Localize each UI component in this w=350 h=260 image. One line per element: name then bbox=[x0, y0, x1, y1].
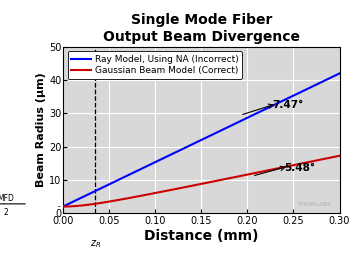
Text: 5.48°: 5.48° bbox=[284, 163, 315, 173]
Line: Ray Model, Using NA (Incorrect): Ray Model, Using NA (Incorrect) bbox=[63, 73, 340, 206]
Text: MFD: MFD bbox=[0, 193, 14, 203]
Ray Model, Using NA (Incorrect) bbox=[269, 105, 273, 108]
X-axis label: Distance (mm): Distance (mm) bbox=[144, 229, 259, 243]
Gaussian Beam Model (Correct) bbox=[186, 185, 190, 188]
Text: 2: 2 bbox=[4, 208, 8, 217]
Ray Model, Using NA (Incorrect) bbox=[224, 127, 228, 130]
Ray Model, Using NA (Incorrect) bbox=[246, 116, 250, 119]
Ray Model, Using NA (Incorrect) bbox=[132, 171, 136, 174]
Y-axis label: Beam Radius (μm): Beam Radius (μm) bbox=[36, 73, 47, 187]
Ray Model, Using NA (Incorrect) bbox=[337, 72, 342, 75]
Gaussian Beam Model (Correct) bbox=[110, 199, 114, 203]
Title: Single Mode Fiber
Output Beam Divergence: Single Mode Fiber Output Beam Divergence bbox=[103, 13, 300, 44]
Ray Model, Using NA (Incorrect) bbox=[61, 205, 65, 208]
Gaussian Beam Model (Correct) bbox=[132, 196, 136, 199]
Gaussian Beam Model (Correct) bbox=[224, 177, 228, 180]
Line: Gaussian Beam Model (Correct): Gaussian Beam Model (Correct) bbox=[63, 156, 340, 206]
Ray Model, Using NA (Incorrect) bbox=[110, 181, 114, 185]
Text: 7.47°: 7.47° bbox=[272, 100, 303, 110]
Ray Model, Using NA (Incorrect) bbox=[186, 145, 190, 148]
Legend: Ray Model, Using NA (Incorrect), Gaussian Beam Model (Correct): Ray Model, Using NA (Incorrect), Gaussia… bbox=[68, 51, 242, 79]
Gaussian Beam Model (Correct) bbox=[246, 173, 250, 176]
Gaussian Beam Model (Correct) bbox=[269, 168, 273, 171]
Gaussian Beam Model (Correct) bbox=[337, 154, 342, 157]
Text: $z_R$: $z_R$ bbox=[90, 238, 101, 250]
Gaussian Beam Model (Correct) bbox=[61, 205, 65, 208]
Text: THORLABS: THORLABS bbox=[298, 202, 332, 207]
